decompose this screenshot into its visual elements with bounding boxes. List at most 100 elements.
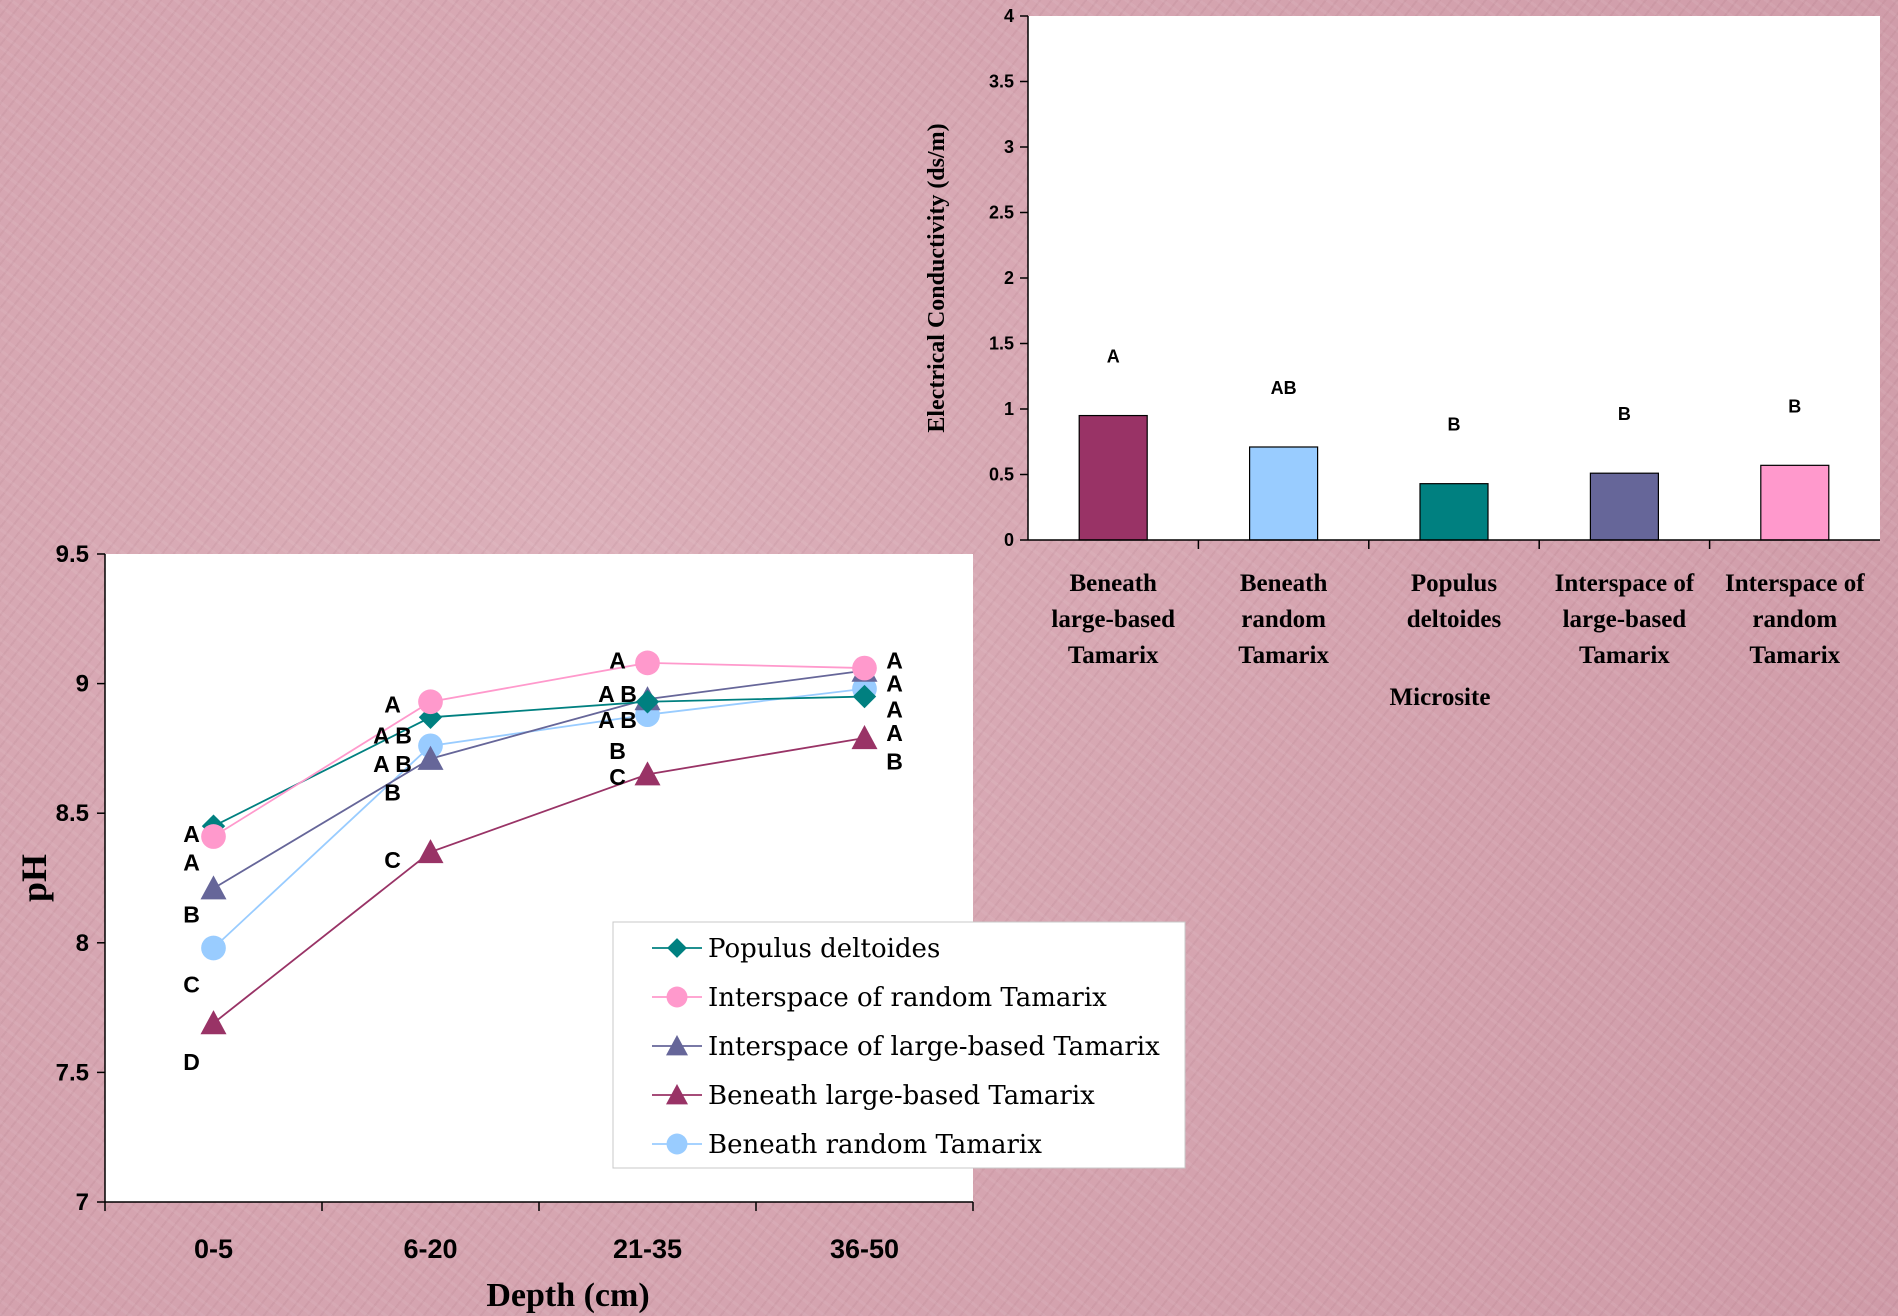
ph-series-marker [201, 935, 226, 961]
ph-legend: Populus deltoides Interspace of random Ta… [612, 921, 1186, 1169]
ec-y-ticks: 0 0.5 1 1.5 2 2.5 3 3.5 4 [989, 6, 1028, 550]
ph-legend-marker [666, 986, 688, 1008]
ph-significance-letter: A [609, 647, 626, 673]
ph-x-tick-label: 21-35 [613, 1234, 682, 1264]
ec-bar-letter: B [1788, 396, 1801, 416]
ph-significance-letter: B [886, 748, 903, 774]
ec-y-tick-label: 3 [1004, 137, 1014, 157]
ph-legend-label: Beneath large-based Tamarix [708, 1081, 1095, 1111]
ph-series-marker [417, 745, 444, 770]
ec-category-label: Tamarix [1238, 642, 1329, 669]
ph-legend-marker [666, 1035, 688, 1056]
ph-y-tick-label: 7.5 [56, 1059, 89, 1086]
ec-category-label: Interspace of [1555, 570, 1695, 597]
ph-x-tick-label: 6-20 [403, 1234, 457, 1264]
ph-series-marker [201, 824, 226, 849]
ec-x-ticks [1197, 540, 1711, 549]
ec-bar-letter: A [1107, 347, 1120, 367]
ec-y-tick-label: 2 [1004, 268, 1014, 288]
ec-y-tick-label: 1 [1004, 399, 1014, 419]
ph-significance-letter: C [183, 971, 200, 997]
ec-category-label: Populus [1411, 570, 1497, 597]
ph-series-marker [418, 689, 443, 715]
ec-bar-letter: B [1448, 415, 1461, 435]
ph-y-axis-title: pH [14, 854, 54, 902]
ph-series-marker [634, 761, 661, 786]
ph-significance-letter: D [183, 1049, 200, 1075]
ec-category-label: random [1752, 606, 1837, 633]
ph-legend-label: Interspace of random Tamarix [708, 983, 1107, 1013]
ec-bar [1248, 446, 1319, 541]
ph-significance-letter: A [886, 697, 903, 723]
ec-significance-letters: A AB B B B [1107, 347, 1802, 435]
ph-significance-letter: A [886, 647, 903, 673]
ph-series-line [213, 669, 865, 890]
ec-y-axis-title: Electrical Conductivity (ds/m) [924, 123, 950, 432]
ph-legend-box [612, 921, 1186, 1169]
ph-series-marker [852, 655, 877, 681]
ph-x-tick-label: 0-5 [194, 1234, 233, 1264]
ph-series-line [213, 661, 865, 838]
ph-significance-letter: A [886, 671, 903, 697]
ph-series-line [212, 737, 865, 1024]
ec-bar [1760, 464, 1830, 541]
ph-significance-letter: C [609, 764, 626, 790]
ph-legend-marker [666, 1133, 688, 1155]
ec-bar-chart: 0 0.5 1 1.5 2 2.5 3 3.5 4 A AB B B B Beneath large-ba… [924, 6, 1880, 711]
ph-series-line [213, 695, 865, 827]
ph-legend-label: Populus deltoides [708, 934, 940, 964]
ph-x-axis-title: Depth (cm) [486, 1277, 649, 1314]
ec-bars [1078, 414, 1830, 541]
ec-bar-letter: B [1618, 404, 1631, 424]
ph-significance-letter: A B [598, 707, 637, 733]
ec-y-tick-label: 1.5 [989, 334, 1014, 354]
ec-category-label: Interspace of [1725, 570, 1865, 597]
ph-legend-label: Beneath random Tamarix [708, 1130, 1042, 1160]
ec-category-label: deltoides [1407, 606, 1502, 633]
ph-significance-letter: A B [373, 722, 412, 748]
ph-y-tick-label: 8 [76, 930, 89, 957]
ph-series-line [212, 687, 865, 949]
ec-category-label: Tamarix [1068, 642, 1159, 669]
ph-series-marker [417, 839, 444, 864]
ph-x-ticks: 0-5 6-20 21-35 36-50 [104, 1202, 974, 1264]
ph-y-tick-label: 7 [76, 1189, 89, 1216]
ph-significance-letter: A [384, 691, 401, 717]
ec-category-label: Tamarix [1579, 642, 1670, 669]
ph-y-tick-label: 9 [76, 671, 89, 698]
ph-significance-letter: C [384, 847, 401, 873]
ec-category-labels: Beneath large-based Tamarix Beneath random Ta… [1051, 570, 1865, 669]
ec-y-tick-label: 0.5 [989, 465, 1014, 485]
ph-y-tick-label: 9.5 [56, 541, 89, 568]
ph-legend-label: Interspace of large-based Tamarix [708, 1032, 1160, 1062]
ec-category-label: Tamarix [1749, 642, 1840, 669]
ph-significance-letter: A [886, 720, 903, 746]
ph-y-tick-label: 8.5 [56, 800, 89, 827]
ec-plot-area [1028, 16, 1880, 540]
ec-x-axis-title: Microsite [1390, 684, 1491, 711]
ec-bar-letter: AB [1271, 378, 1297, 398]
ph-legend-marker [666, 1084, 688, 1105]
ph-significance-letter: B [183, 901, 200, 927]
ph-series-marker [851, 725, 878, 750]
ec-category-label: random [1241, 606, 1326, 633]
ec-y-tick-label: 0 [1004, 530, 1014, 550]
ph-series-marker [200, 1010, 227, 1035]
ph-y-ticks: 7 7.5 8 8.5 9 9.5 [56, 541, 105, 1216]
ec-category-label: Beneath [1069, 570, 1157, 597]
ph-series-marker [852, 684, 877, 709]
ec-bar [1589, 472, 1660, 541]
ec-y-tick-label: 3.5 [989, 72, 1014, 92]
ec-category-label: Beneath [1240, 570, 1328, 597]
ph-significance-letter: A [183, 821, 200, 847]
ph-series-marker [635, 690, 660, 714]
ec-y-tick-label: 4 [1004, 6, 1014, 26]
ph-significance-letter: B [609, 738, 626, 764]
ec-bar [1419, 483, 1489, 541]
ph-significance-letter: B [384, 779, 401, 805]
ec-bar [1078, 414, 1148, 541]
ph-significance-letter: A B [373, 751, 412, 777]
